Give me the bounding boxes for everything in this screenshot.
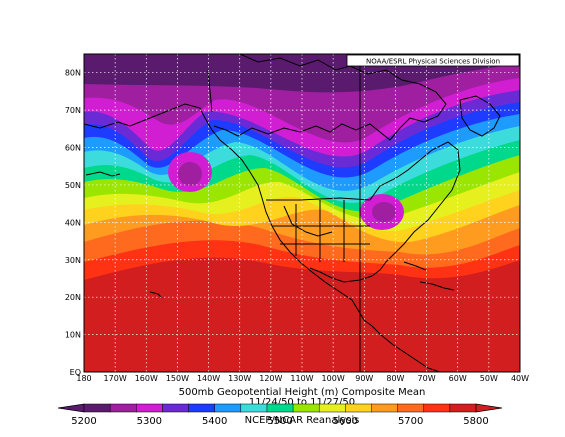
colorbar-tick-label: 5700 bbox=[398, 416, 423, 427]
colorbar-swatch bbox=[318, 403, 346, 413]
lat-lon-grid bbox=[84, 54, 520, 372]
low-contour bbox=[372, 202, 396, 222]
longitude-tick-label: 90W bbox=[355, 374, 373, 383]
longitude-tick-label: 180 bbox=[76, 374, 91, 383]
colorbar-tick-label: 5600 bbox=[333, 416, 358, 427]
credit-text: NOAA/ESRL Physical Sciences Division bbox=[366, 58, 500, 66]
colorbar-swatch bbox=[83, 403, 111, 413]
colorbar-swatch bbox=[188, 403, 216, 413]
latitude-tick-label: 80N bbox=[65, 69, 81, 78]
colorbar-swatch bbox=[397, 403, 425, 413]
colorbar-tick-label: 5500 bbox=[267, 416, 292, 427]
longitude-tick-label: 110W bbox=[290, 374, 313, 383]
height-field bbox=[84, 54, 520, 372]
colorbar-low-extend bbox=[57, 403, 85, 413]
colorbar-swatch bbox=[292, 403, 320, 413]
colorbar-swatch bbox=[136, 403, 163, 413]
latitude-tick-label: EQ bbox=[70, 368, 81, 377]
caption-title: 500mb Geopotential Height (m) Composite … bbox=[179, 387, 426, 398]
longitude-tick-label: 160W bbox=[135, 374, 158, 383]
colorbar-tick-label: 5200 bbox=[71, 416, 96, 427]
colorbar-swatch bbox=[162, 403, 190, 413]
colorbar-labels: 5200 5300 5400 5500 5600 5700 5800 bbox=[71, 416, 488, 427]
colorbar-swatch bbox=[240, 403, 268, 413]
longitude-tick-label: 130W bbox=[228, 374, 251, 383]
colorbar-high-extend bbox=[475, 403, 503, 413]
colorbar-swatch bbox=[371, 403, 399, 413]
colorbar-swatch bbox=[214, 403, 242, 413]
longitude-tick-label: 120W bbox=[259, 374, 282, 383]
colorbar-tick-label: 5400 bbox=[202, 416, 227, 427]
colorbar-swatch bbox=[266, 403, 294, 413]
longitude-tick-label: 70W bbox=[418, 374, 436, 383]
longitude-tick-label: 60W bbox=[449, 374, 467, 383]
colorbar-tick-label: 5800 bbox=[463, 416, 488, 427]
latitude-tick-label: 10N bbox=[65, 331, 81, 340]
colorbar bbox=[57, 403, 503, 413]
longitude-tick-label: 100W bbox=[322, 374, 345, 383]
low-contour bbox=[178, 162, 202, 186]
latitude-tick-label: 50N bbox=[65, 181, 81, 190]
colorbar-swatch bbox=[109, 403, 137, 413]
longitude-tick-label: 80W bbox=[386, 374, 404, 383]
latitude-tick-label: 40N bbox=[65, 218, 81, 227]
longitude-tick-label: 40W bbox=[511, 374, 529, 383]
latitude-tick-label: 60N bbox=[65, 144, 81, 153]
credit-box bbox=[346, 54, 520, 67]
latitude-tick-label: 20N bbox=[65, 293, 81, 302]
caption-source: NCEP/NCAR Reanalysis bbox=[245, 415, 360, 426]
longitude-tick-label: 50W bbox=[480, 374, 498, 383]
colorbar-swatch bbox=[449, 403, 477, 413]
latitude-tick-label: 30N bbox=[65, 256, 81, 265]
colorbar-swatch bbox=[423, 403, 451, 413]
colorbar-tick-label: 5300 bbox=[137, 416, 162, 427]
latitude-tick-label: 70N bbox=[65, 106, 81, 115]
longitude-tick-label: 140W bbox=[197, 374, 220, 383]
plot-frame bbox=[83, 53, 521, 373]
caption-dates: 11/24/50 to 11/27/50 bbox=[249, 397, 355, 408]
latitude-labels: EQ 10N 20N 30N 40N 50N 60N 70N 80N bbox=[65, 69, 81, 377]
longitude-tick-label: 150W bbox=[166, 374, 189, 383]
colorbar-swatch bbox=[345, 403, 373, 413]
longitude-labels: 180 170W 160W 150W 140W 130W 120W 110W 100W 90W 80… bbox=[76, 374, 529, 383]
longitude-tick-label: 170W bbox=[104, 374, 127, 383]
coastlines bbox=[84, 54, 501, 372]
